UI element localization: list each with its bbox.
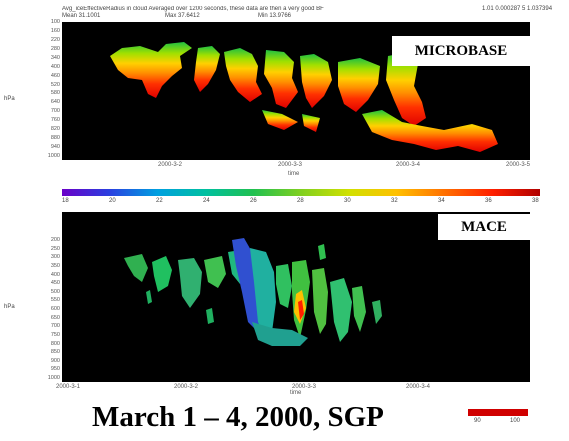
y-tick-label: 550: [50, 297, 60, 304]
header-max: Max 37.6412: [165, 13, 200, 19]
small-colorbar-high: 100: [510, 418, 521, 424]
top-y-axis: 100 160 220 280 340 400 460 520 580 640 700 760 820 8…: [38, 19, 60, 162]
bottom-x-axis: 2000-3-1 2000-3-2 2000-3-3 2000-3-4: [56, 384, 530, 394]
header-right-values: 1.01 0.000287 5 1.037394: [482, 6, 553, 12]
y-tick-label: 750: [50, 331, 60, 338]
y-tick-label: 100: [50, 19, 60, 25]
colorbar-tick-label: 38: [532, 198, 539, 204]
y-tick-label: 250: [50, 245, 60, 252]
colorbar: [62, 189, 540, 196]
y-tick-label: 900: [50, 357, 60, 364]
y-tick-label: 700: [50, 108, 60, 115]
bottom-y-axis-title: hPa: [4, 304, 15, 310]
y-tick-label: 450: [50, 280, 60, 287]
y-tick-label: 520: [50, 81, 60, 88]
colorbar-ticks: 18 20 22 24 26 28 30 32 34 36 38: [62, 198, 540, 206]
colorbar-tick-label: 36: [485, 198, 492, 204]
microbase-label: MICROBASE: [392, 36, 530, 66]
mace-label: MACE: [438, 214, 530, 240]
small-colorbar-low: 90: [474, 418, 481, 424]
y-tick-label: 950: [50, 366, 60, 373]
bottom-y-axis: 200 250 300 350 400 450 500 550 600 650 700 750 800 8…: [38, 237, 60, 384]
x-tick-label: 2000-3-5: [506, 162, 531, 168]
y-tick-label: 400: [50, 63, 60, 70]
colorbar-tick-label: 22: [156, 198, 163, 204]
header-min: Min 13.9766: [258, 13, 292, 19]
top-x-axis-title: time: [288, 171, 300, 177]
x-tick-label: 2000-3-4: [406, 384, 431, 390]
colorbar-tick-label: 24: [203, 198, 210, 204]
colorbar-tick-label: 20: [109, 198, 116, 204]
colorbar-tick-label: 32: [391, 198, 398, 204]
y-tick-label: 460: [50, 72, 60, 79]
y-tick-label: 580: [50, 90, 60, 97]
bottom-x-axis-title: time: [290, 390, 302, 396]
y-tick-label: 350: [50, 262, 60, 269]
y-tick-label: 400: [50, 271, 60, 278]
mace-heatmap: [124, 238, 382, 346]
x-tick-label: 2000-3-3: [292, 384, 317, 390]
figure-caption: March 1 – 4, 2000, SGP: [92, 401, 384, 433]
x-tick-label: 2000-3-3: [278, 162, 303, 168]
x-tick-label: 2000-3-1: [56, 384, 81, 390]
colorbar-tick-label: 34: [438, 198, 445, 204]
x-tick-label: 2000-3-4: [396, 162, 421, 168]
header-mean: Mean 31.1001: [62, 13, 101, 19]
x-tick-label: 2000-3-2: [158, 162, 183, 168]
y-tick-label: 600: [50, 306, 60, 312]
y-tick-label: 820: [50, 126, 60, 133]
mace-plot: MACE: [62, 212, 530, 382]
y-tick-label: 300: [50, 254, 60, 261]
y-tick-label: 700: [50, 323, 60, 330]
y-tick-label: 850: [50, 349, 60, 356]
colorbar-tick-label: 28: [297, 198, 304, 204]
top-y-axis-title: hPa: [4, 96, 15, 102]
small-colorbar: [468, 409, 528, 416]
y-tick-label: 760: [50, 117, 60, 124]
y-tick-label: 200: [50, 237, 60, 243]
y-tick-label: 1000: [47, 375, 60, 381]
y-tick-label: 880: [50, 135, 60, 142]
microbase-heatmap: [110, 42, 498, 152]
microbase-plot: MICROBASE: [62, 22, 530, 160]
y-tick-label: 1000: [47, 153, 60, 159]
header-title: Avg_iceEffectiveRadius in cloud Averaged…: [62, 6, 324, 12]
y-tick-label: 160: [50, 27, 60, 34]
x-tick-label: 2000-3-2: [174, 384, 199, 390]
y-tick-label: 640: [50, 99, 60, 106]
y-tick-label: 800: [50, 340, 60, 347]
colorbar-tick-label: 18: [62, 198, 69, 204]
y-tick-label: 340: [50, 54, 60, 61]
y-tick-label: 280: [50, 45, 60, 52]
top-x-axis: 2000-3-2 2000-3-3 2000-3-4 2000-3-5: [62, 162, 530, 172]
y-tick-label: 500: [50, 288, 60, 295]
colorbar-tick-label: 26: [250, 198, 257, 204]
y-tick-label: 220: [50, 36, 60, 43]
y-tick-label: 940: [50, 144, 60, 151]
y-tick-label: 650: [50, 314, 60, 321]
colorbar-tick-label: 30: [344, 198, 351, 204]
